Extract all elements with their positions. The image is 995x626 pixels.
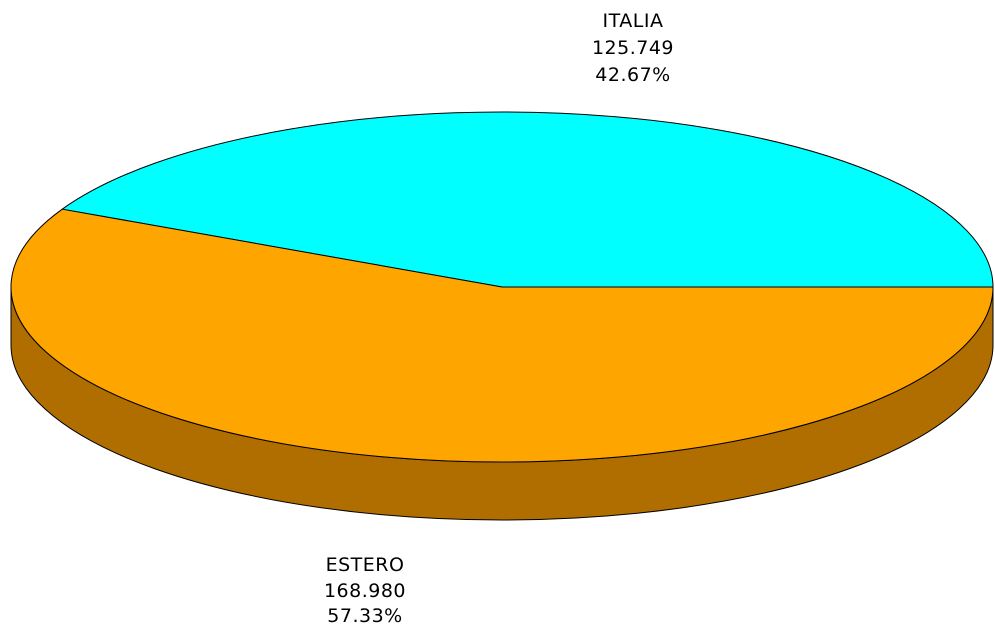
slice-italia-percent: 42.67% bbox=[595, 64, 670, 86]
slice-label-italia: ITALIA 125.749 42.67% bbox=[592, 10, 674, 86]
slice-estero-value: 168.980 bbox=[324, 580, 406, 602]
slice-italia bbox=[61, 111, 994, 288]
slice-italia-name: ITALIA bbox=[603, 10, 664, 32]
slice-estero-name: ESTERO bbox=[326, 554, 405, 576]
slice-estero-percent: 57.33% bbox=[327, 605, 402, 626]
slice-estero bbox=[10, 208, 994, 463]
slice-italia-value: 125.749 bbox=[592, 37, 674, 59]
pie-layer bbox=[10, 111, 994, 521]
slice-label-estero: ESTERO 168.980 57.33% bbox=[324, 554, 406, 626]
